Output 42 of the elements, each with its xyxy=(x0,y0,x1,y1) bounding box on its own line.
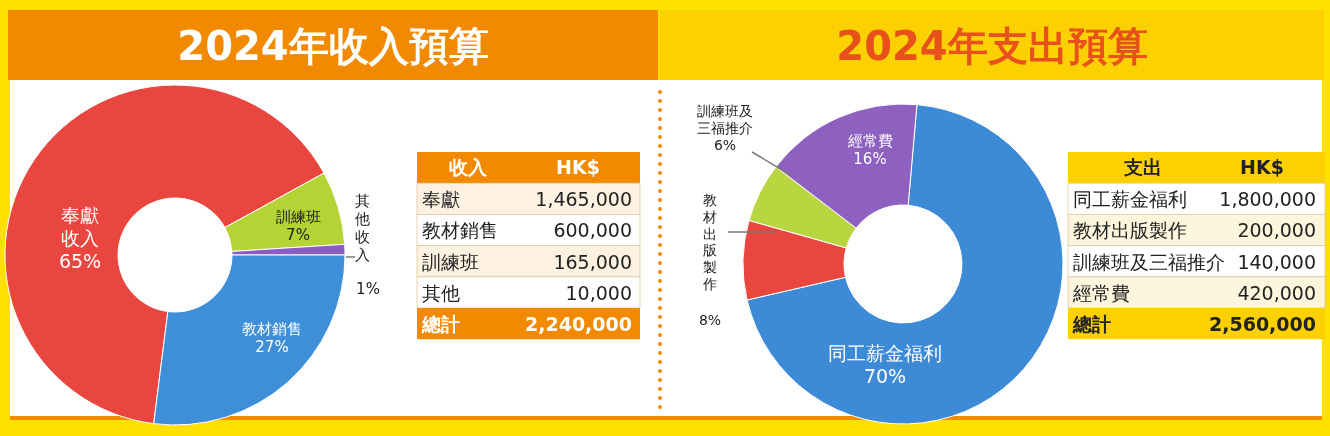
slice-label: 訓練班 xyxy=(275,208,321,226)
data-label: 16% xyxy=(853,150,887,168)
data-label: 6% xyxy=(713,136,737,153)
data-label: 420,000 xyxy=(1237,281,1316,304)
category-label: 其他 xyxy=(422,281,460,304)
data-label: 8% xyxy=(698,312,722,328)
category-label: 奉獻 xyxy=(422,188,460,211)
text: 2,240,000 xyxy=(525,313,632,335)
text: 總計 xyxy=(421,313,460,335)
category-label: 教材出版製作 xyxy=(1073,219,1187,242)
slice-label: 奉獻收入 xyxy=(61,204,99,249)
data-label: 27% xyxy=(255,338,289,356)
category-label: 訓練班及三福推介 xyxy=(1073,250,1225,273)
data-label: 165,000 xyxy=(553,250,632,273)
category-label: 經常費 xyxy=(1072,281,1130,304)
data-label: 140,000 xyxy=(1237,250,1316,273)
text: 支出 xyxy=(1123,156,1162,178)
slice-label: 其他收入 xyxy=(354,192,370,264)
data-label: 200,000 xyxy=(1237,219,1316,242)
data-label: 600,000 xyxy=(553,219,632,242)
category-label: 訓練班 xyxy=(422,250,479,273)
category-label: 同工薪金福利 xyxy=(1073,188,1187,211)
data-label: 7% xyxy=(286,226,310,244)
text: 總計 xyxy=(1072,313,1111,335)
data-label: 1,800,000 xyxy=(1219,188,1316,211)
chart-title: 2024年支出預算 xyxy=(836,23,1148,69)
slice-label: 訓練班及三福推介 xyxy=(697,103,753,136)
slice-label: 教材銷售 xyxy=(242,320,302,338)
data-label: 1% xyxy=(356,280,380,298)
slice-label: 經常費 xyxy=(846,132,893,150)
text: HK$ xyxy=(556,156,600,178)
chart-title: 2024年收入預算 xyxy=(177,23,489,69)
data-label: 65% xyxy=(58,249,102,272)
text: 收入 xyxy=(449,156,488,178)
text: 2,560,000 xyxy=(1209,313,1316,335)
data-label: 10,000 xyxy=(565,281,632,304)
text: HK$ xyxy=(1240,156,1284,178)
data-label: 70% xyxy=(863,364,907,387)
data-label: 1,465,000 xyxy=(535,188,632,211)
slice-label: 教材出版製作 xyxy=(702,192,717,292)
slice-label: 同工薪金福利 xyxy=(828,342,942,364)
category-label: 教材銷售 xyxy=(422,219,498,242)
